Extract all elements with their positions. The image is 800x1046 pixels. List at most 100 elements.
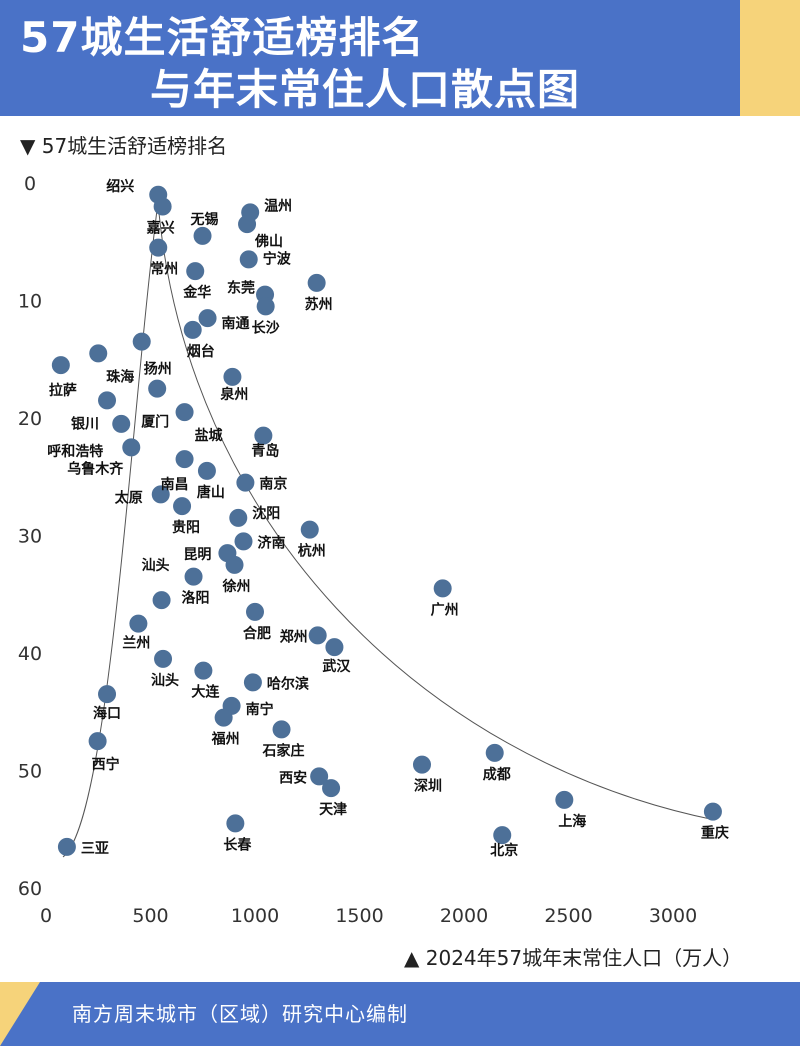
data-point [254,426,273,445]
y-axis-label: ▼ 57城生活舒适榜排名 [20,134,228,158]
data-point [152,591,171,610]
x-tick-label: 3000 [649,905,697,927]
data-point [183,320,202,339]
data-point [151,485,170,504]
data-point [229,508,248,527]
point-label: 海口 [93,705,121,722]
point-label: 佛山 [254,233,283,250]
data-point [122,438,141,457]
data-point [198,309,217,328]
point-label: 长沙 [252,319,280,336]
scatter-chart: 0 500 1000 1500 2000 2500 3000 0 10 20 30 40 50 60 绍兴… [18,173,729,927]
point-label: 广州 [431,601,459,618]
data-point [149,238,168,257]
data-point [225,555,244,574]
data-point [214,708,233,727]
point-label: 汕头 [142,557,170,574]
axis-ticks: 0 500 1000 1500 2000 2500 3000 0 10 20 30 40 50 60 [18,173,697,927]
y-tick-label: 60 [18,878,42,900]
data-point [256,297,275,316]
point-label: 银川 [71,415,99,432]
x-tick-label: 1500 [335,905,383,927]
data-point [703,802,722,821]
point-label: 深圳 [414,778,442,795]
point-label: 南昌 [161,476,189,493]
point-label: 绍兴 [106,178,134,195]
point-label: 嘉兴 [146,220,175,237]
data-point [236,473,255,492]
data-point [51,356,70,375]
data-point [246,602,264,621]
data-point [194,661,213,680]
y-tick-label: 30 [18,526,42,548]
point-label: 无锡 [190,211,219,228]
point-label: 武汉 [322,658,351,675]
x-tick-label: 2000 [440,905,488,927]
data-point [485,743,504,762]
data-point [555,790,574,809]
data-point [175,403,194,422]
point-label: 温州 [264,198,292,214]
point-label: 重庆 [701,825,729,842]
data-point [243,673,262,692]
point-label: 贵阳 [172,519,200,536]
data-point [186,262,205,281]
point-label: 天津 [319,801,347,818]
data-point [197,461,216,480]
footer-banner: 南方周末城市（区域）研究中心编制 [0,982,800,1046]
point-label: 珠海 [106,368,134,385]
footer-accent-left [0,982,40,1046]
data-point [98,391,117,410]
x-tick-label: 500 [132,905,168,927]
point-label: 汕头 [151,672,179,689]
data-point [300,520,319,539]
data-point [234,532,253,551]
data-point [129,614,148,633]
y-tick-label: 20 [18,408,42,430]
point-label: 常州 [150,261,178,278]
data-point [132,332,151,351]
point-label: 福州 [211,731,240,748]
point-label: 呼和浩特 [47,443,103,460]
point-label: 苏州 [305,296,333,313]
data-point [57,837,76,856]
point-label: 郑州 [280,628,308,645]
data-point [308,626,327,645]
point-label: 东莞 [227,280,255,297]
data-point [89,344,108,363]
point-label: 西宁 [92,756,120,773]
point-label: 南宁 [246,701,274,718]
data-point [154,649,173,668]
data-point [272,720,291,739]
trend-curve [62,201,716,858]
point-label: 盐城 [195,427,223,444]
point-label: 太原 [115,489,143,506]
point-label: 拉萨 [49,382,77,399]
point-label: 上海 [558,813,586,830]
data-point [193,226,212,245]
point-label: 北京 [490,842,518,859]
data-point [307,273,326,292]
point-label: 扬州 [144,361,172,378]
point-label: 昆明 [183,547,211,563]
page-title: 57城生活舒适榜排名 [20,13,425,62]
point-label: 金华 [182,284,211,301]
data-point [153,197,172,216]
data-point [226,814,245,833]
x-axis-label: ▲ 2024年57城年末常住人口（万人） [404,946,743,970]
point-label: 大连 [191,684,220,701]
point-label: 泉州 [220,386,248,403]
point-label: 沈阳 [252,505,280,522]
data-point [493,826,512,845]
x-tick-label: 2500 [544,905,592,927]
y-tick-label: 50 [18,761,42,783]
header-accent-corner [740,0,800,116]
point-label: 哈尔滨 [267,675,309,692]
data-point [184,567,203,586]
footer-credit: 南方周末城市（区域）研究中心编制 [72,1002,408,1026]
y-tick-label: 40 [18,643,42,665]
data-point [238,215,257,234]
data-point [310,767,329,786]
data-point [88,732,107,751]
